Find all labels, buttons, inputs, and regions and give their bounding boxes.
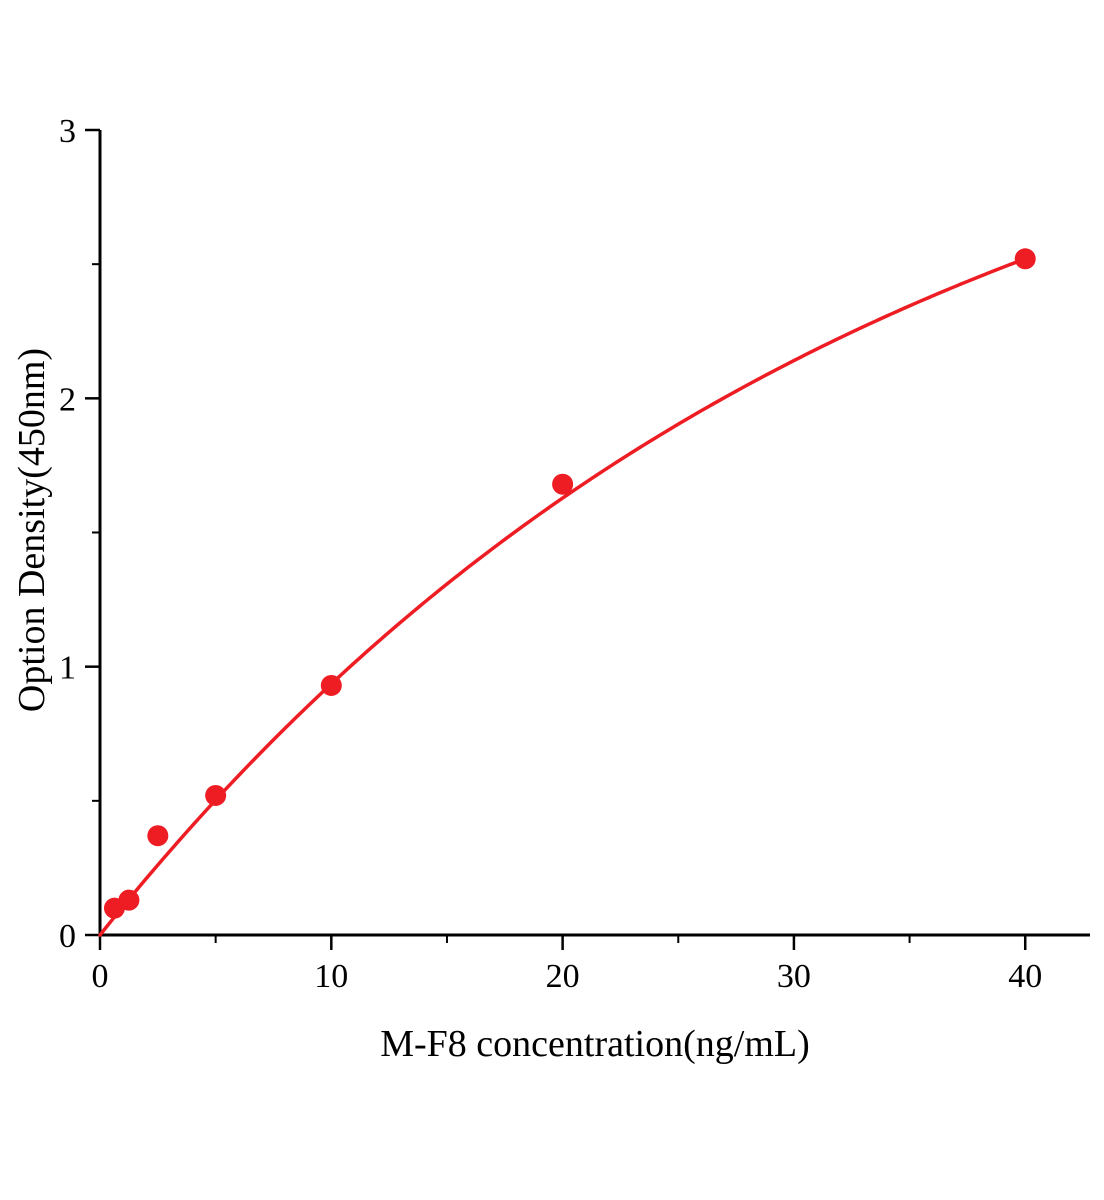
svg-text:10: 10 (314, 958, 348, 995)
svg-text:2: 2 (59, 381, 76, 418)
y-axis-title: Option Density(450nm) (11, 347, 53, 713)
svg-text:1: 1 (59, 650, 76, 687)
x-axis-title: M-F8 concentration(ng/mL) (380, 1023, 810, 1065)
svg-text:20: 20 (546, 958, 580, 995)
svg-text:0: 0 (59, 918, 76, 955)
svg-text:40: 40 (1008, 958, 1042, 995)
svg-text:0: 0 (92, 958, 109, 995)
svg-text:3: 3 (59, 113, 76, 150)
svg-text:30: 30 (777, 958, 811, 995)
